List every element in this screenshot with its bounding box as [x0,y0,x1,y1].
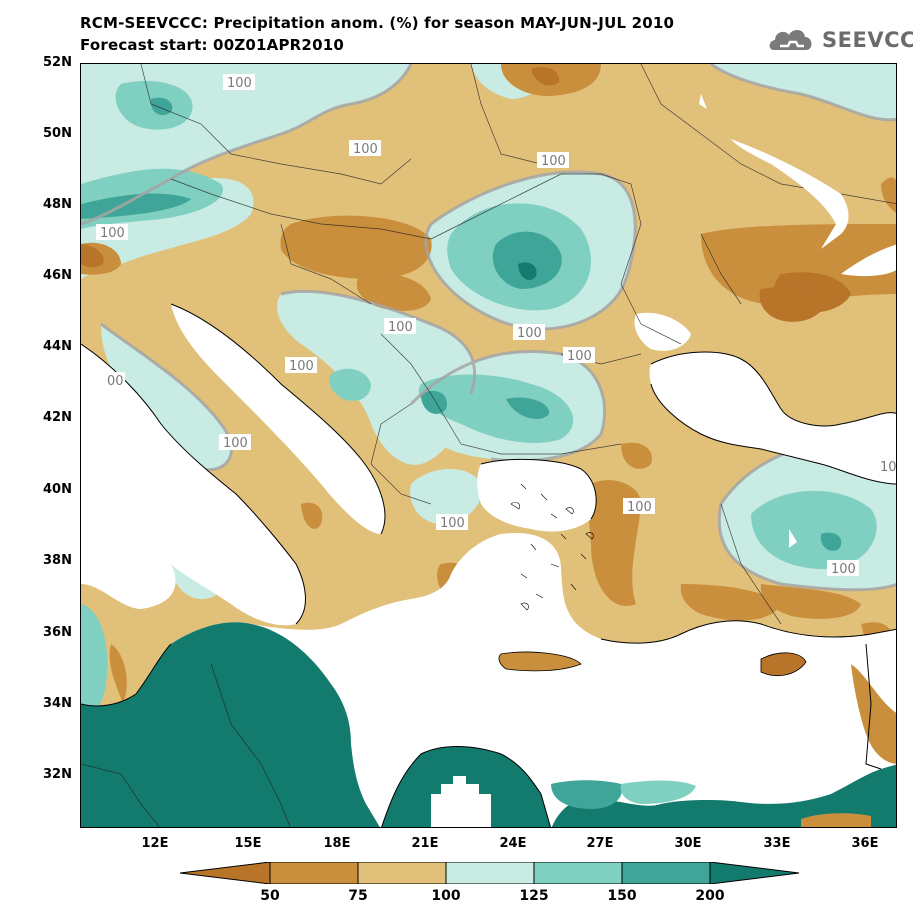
lat-label: 36N [43,625,72,640]
contour-label: 100 [517,326,542,341]
lat-label: 32N [43,767,72,782]
contour-label: 100 [831,562,856,577]
seevccc-logo: SEEVCCC [766,23,913,57]
colorbar-tick-label: 200 [695,888,725,904]
contour-label: 100 [100,226,125,241]
lat-label: 52N [43,55,72,70]
lat-label: 38N [43,553,72,568]
colorbar-segment [709,862,800,884]
colorbar-segment [621,862,711,884]
colorbar-segment [533,862,623,884]
map-canvas: 100 100 100 100 100 100 100 100 100 100 … [81,64,897,827]
contour-label: 100 [353,142,378,157]
cloud-icon [769,29,812,50]
lon-label: 30E [674,836,702,851]
lon-label: 21E [411,836,439,851]
contour-label: 100 [388,320,413,335]
colorbar-segment [269,862,359,884]
colorbar [180,862,800,884]
lat-label: 34N [43,696,72,711]
contour-label: 100 [227,76,252,91]
lon-label: 12E [141,836,169,851]
map-title: RCM-SEEVCCC: Precipitation anom. (%) for… [80,14,675,32]
lon-label: 27E [586,836,614,851]
colorbar-tick-label: 100 [431,888,461,904]
lat-label: 50N [43,126,72,141]
colorbar-tick-label: 150 [607,888,637,904]
lat-label: 40N [43,482,72,497]
logo-text: SEEVCCC [822,28,913,52]
lat-label: 42N [43,410,72,425]
colorbar-segment [445,862,535,884]
forecast-start-subtitle: Forecast start: 00Z01APR2010 [80,36,344,54]
contour-label: 100 [627,500,652,515]
contour-label: 10 [880,460,897,475]
lon-label: 24E [499,836,527,851]
lat-label: 48N [43,197,72,212]
lon-label: 33E [763,836,791,851]
contour-label: 100 [223,436,248,451]
contour-label: 100 [541,154,566,169]
contour-label: 100 [440,516,465,531]
lat-label: 46N [43,268,72,283]
lon-label: 15E [234,836,262,851]
contour-label: 100 [289,359,314,374]
colorbar-tick-label: 125 [519,888,549,904]
colorbar-tick-label: 75 [348,888,368,904]
contour-label: 00 [107,374,124,389]
colorbar-segment [357,862,447,884]
colorbar-tick-label: 50 [260,888,280,904]
precipitation-anomaly-map: 100 100 100 100 100 100 100 100 100 100 … [80,63,897,828]
lat-label: 44N [43,339,72,354]
contour-label: 100 [567,349,592,364]
lon-label: 18E [323,836,351,851]
colorbar-segment [180,862,271,884]
lon-label: 36E [851,836,879,851]
